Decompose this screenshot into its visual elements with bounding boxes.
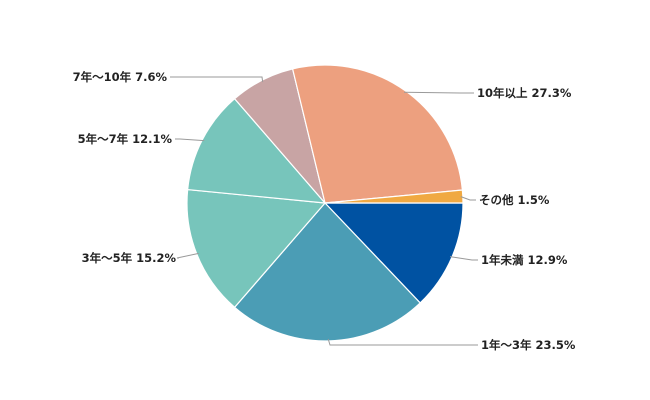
slice-label: 1年～3年 23.5% — [481, 338, 576, 352]
slice-label: 3年～5年 15.2% — [82, 251, 177, 265]
slice-label: その他 1.5% — [479, 193, 550, 207]
leader-line — [460, 196, 476, 201]
leader-lines — [170, 76, 478, 346]
slice-label: 5年～7年 12.1% — [78, 132, 173, 146]
leader-line — [175, 138, 205, 142]
pie-slice — [324, 189, 464, 204]
leader-line — [170, 76, 264, 83]
pie-slices — [186, 64, 464, 342]
pie-slice — [186, 97, 327, 204]
leader-line — [403, 91, 474, 94]
leader-line — [449, 256, 478, 261]
leader-line — [327, 338, 478, 346]
slice-label: 1年未満 12.9% — [481, 253, 568, 267]
slice-label: 10年以上 27.3% — [477, 86, 572, 100]
pie-slice — [291, 64, 464, 204]
leader-line — [176, 252, 199, 259]
slice-labels: 1年未満 12.9% 1年～3年 23.5% 3年～5年 15.2% 5年～7年 12… — [73, 70, 576, 352]
slice-label: 7年～10年 7.6% — [73, 70, 168, 84]
